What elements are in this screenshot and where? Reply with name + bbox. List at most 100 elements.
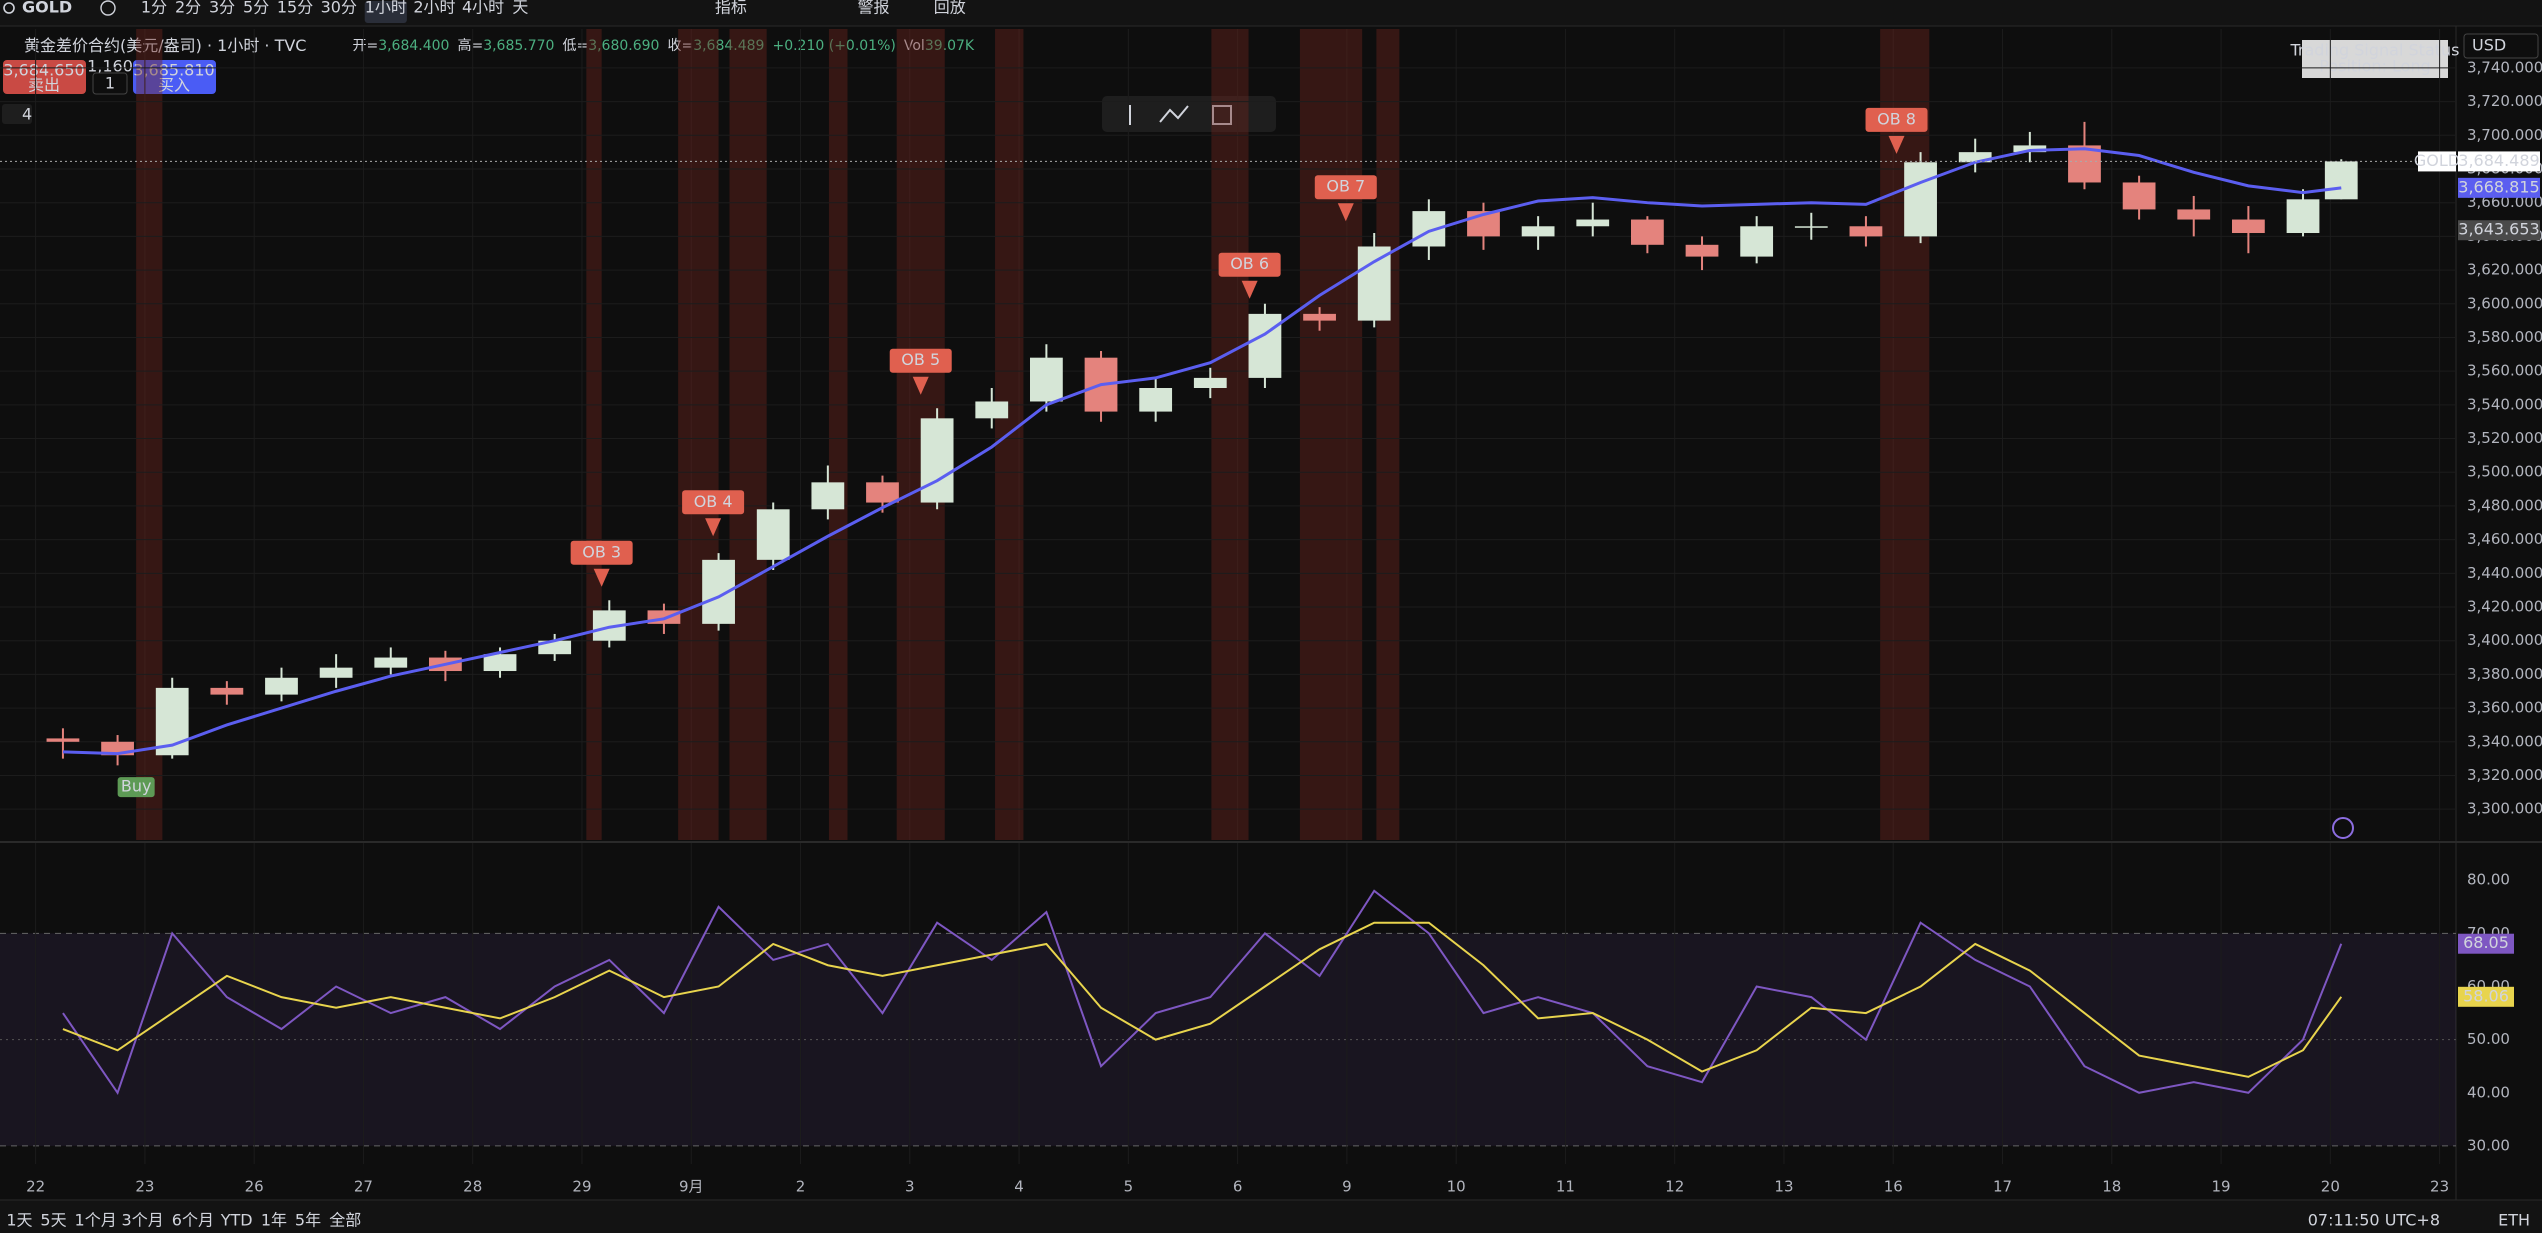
- indicators-button[interactable]: 指标: [715, 0, 747, 17]
- ohlc-label: 开=: [352, 38, 378, 54]
- quantity-box: [92, 72, 128, 95]
- session[interactable]: ETH: [2498, 1211, 2530, 1230]
- currency-box[interactable]: [2463, 33, 2539, 59]
- candle-body: [1576, 219, 1610, 227]
- search-icon[interactable]: [3, 2, 15, 14]
- x-tick-label: 3: [905, 1178, 915, 1196]
- rsi-band: [0, 933, 2456, 1146]
- symbol[interactable]: GOLD: [22, 0, 72, 17]
- signal-text: OB 5: [901, 350, 940, 369]
- y-tick-label: 3,520.000: [2467, 429, 2542, 447]
- sell-button[interactable]: [3, 60, 86, 94]
- currency: USD: [2472, 36, 2506, 55]
- candle-body: [2231, 219, 2265, 234]
- interval-button[interactable]: 15分: [277, 0, 313, 17]
- candle-body: [46, 738, 80, 742]
- candle-body: [319, 667, 353, 678]
- x-tick-label: 9月: [679, 1178, 704, 1196]
- candle-body: [756, 509, 790, 560]
- value-badge-text: 68.05: [2463, 933, 2509, 952]
- interval-button[interactable]: 1分: [141, 0, 167, 17]
- x-tick-label: 12: [1665, 1178, 1684, 1196]
- replay-button[interactable]: 回放: [934, 0, 966, 17]
- range-button[interactable]: 3个月: [122, 1211, 164, 1230]
- range-button[interactable]: 1个月: [75, 1211, 117, 1230]
- interval-button[interactable]: 2小时: [413, 0, 455, 17]
- legend-title: 黄金差价合约(美元/盎司) · 1小时 · TVC: [24, 36, 306, 55]
- range-button[interactable]: 5年: [295, 1211, 321, 1230]
- interval-button[interactable]: 1小时: [365, 0, 407, 17]
- signal-arrow: [1337, 203, 1354, 222]
- interval-button[interactable]: 30分: [321, 0, 357, 17]
- drawing-icons[interactable]: [1129, 105, 1232, 125]
- signal-text: Buy: [121, 777, 152, 796]
- candle-body: [1685, 244, 1719, 257]
- y-tick-label: 3,300.000: [2467, 800, 2542, 818]
- signal-label: [1865, 107, 1928, 132]
- y-tick-label: 80.00: [2467, 871, 2510, 889]
- alerts-button[interactable]: 警报: [858, 0, 890, 17]
- range-button[interactable]: 5天: [40, 1211, 66, 1230]
- y-tick-label: 3,500.000: [2467, 463, 2542, 481]
- rsi-line: [62, 921, 2343, 1078]
- x-tick-label: 4: [1014, 1178, 1024, 1196]
- x-tick-label: 13: [1774, 1178, 1793, 1196]
- candle-body: [210, 687, 244, 695]
- ohlc-value: 3,680.690: [588, 38, 659, 54]
- candle-body: [1303, 313, 1336, 321]
- ohlc-label: 收=: [667, 38, 693, 54]
- x-tick-label: 10: [1447, 1178, 1466, 1196]
- range-button[interactable]: 全部: [329, 1211, 361, 1230]
- range-button[interactable]: YTD: [220, 1211, 253, 1230]
- candle-body: [2013, 145, 2047, 153]
- y-tick-label: 3,400.000: [2467, 631, 2542, 649]
- range-button[interactable]: 6个月: [172, 1211, 214, 1230]
- candle-body: [483, 654, 517, 672]
- x-tick-label: 29: [572, 1178, 591, 1196]
- interval-button[interactable]: 5分: [243, 0, 269, 17]
- range-button[interactable]: 1天: [6, 1211, 32, 1230]
- candle-body: [1958, 152, 1992, 163]
- add-symbol[interactable]: [100, 0, 116, 16]
- signal-arrow: [593, 568, 610, 587]
- x-tick-label: 27: [354, 1178, 373, 1196]
- x-tick-label: 9: [1342, 1178, 1352, 1196]
- y-tick-label: 3,720.000: [2467, 92, 2542, 110]
- buy-button[interactable]: [133, 60, 216, 94]
- y-tick-label: 3,380.000: [2467, 665, 2542, 683]
- x-tick-label: 28: [463, 1178, 482, 1196]
- signal-label: [1314, 175, 1377, 200]
- x-tick-label: 6: [1233, 1178, 1243, 1196]
- y-tick-label: 30.00: [2467, 1136, 2510, 1154]
- interval-button[interactable]: 3分: [209, 0, 235, 17]
- signal-box: [2302, 40, 2448, 78]
- price-badge: [2458, 177, 2540, 198]
- buy-price: 3,685.810: [133, 61, 214, 80]
- ohlc-value: 3,685.770: [483, 38, 554, 54]
- drawing-toolbar[interactable]: [1102, 96, 1276, 132]
- candle-body: [975, 401, 1009, 419]
- moving-average: [62, 147, 2342, 756]
- signal-zone: [1880, 29, 1930, 840]
- lightning-icon[interactable]: [2332, 817, 2354, 839]
- interval-button[interactable]: 4小时: [462, 0, 504, 17]
- signal-arrow: [705, 518, 722, 537]
- signal-zone: [828, 29, 848, 840]
- candle-body: [1248, 313, 1282, 378]
- candle-body: [2122, 182, 2156, 210]
- interval-button[interactable]: 天: [512, 0, 528, 17]
- range-button[interactable]: 1年: [261, 1211, 287, 1230]
- price-badge-text: 3,668.815: [2458, 177, 2539, 196]
- signal-zone: [678, 29, 719, 840]
- clock: 07:11:50 UTC+8: [2308, 1211, 2440, 1230]
- sell-price: 3,684.650: [3, 61, 84, 80]
- interval-button[interactable]: 2分: [175, 0, 201, 17]
- price-badge-text: 3,643.653: [2458, 220, 2539, 239]
- collapse-button[interactable]: [2, 104, 32, 124]
- price-badge: [2458, 151, 2540, 172]
- candle-body: [1521, 226, 1555, 237]
- candle-body: [1740, 226, 1774, 257]
- x-tick-label: 2: [796, 1178, 806, 1196]
- x-tick-label: 20: [2321, 1178, 2340, 1196]
- candle-body: [1193, 377, 1227, 389]
